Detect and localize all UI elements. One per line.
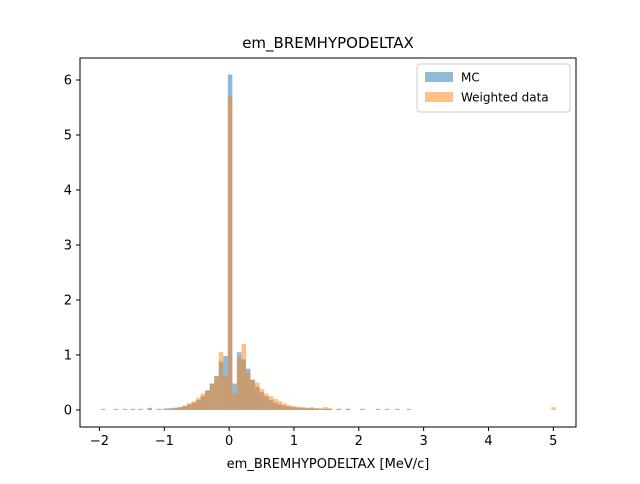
bar-series-1-bin-33 [309,407,315,410]
bar-series-1-bin-40 [551,407,556,410]
bar-series-1-bin-10 [205,390,210,410]
bar-series-0-bin-4 [138,408,143,410]
legend-label-1: Weighted data [461,91,549,105]
bar-series-1-bin-26 [277,401,283,410]
bar-series-0-bin-47 [375,408,381,410]
bar-series-1-bin-29 [291,406,296,410]
y-tick-label: 5 [64,128,72,143]
bar-series-1-bin-28 [286,405,292,410]
bar-series-1-bin-20 [250,379,256,410]
bar-series-1-bin-12 [214,376,219,410]
x-tick-label: 1 [290,434,298,449]
y-tick-label: 6 [64,73,72,88]
bar-series-1-bin-25 [273,398,278,410]
legend-box [416,63,571,113]
bar-series-1-bin-24 [268,396,274,410]
x-tick-label: −2 [90,434,109,449]
x-tick-label: 5 [549,434,557,449]
bar-series-1-bin-21 [255,382,260,410]
plot-frame [79,57,577,428]
bar-series-1-bin-1 [161,408,166,410]
bar-series-1-bin-0 [147,407,152,410]
bar-series-0-bin-6 [156,408,162,410]
bar-series-0-bin-50 [406,408,412,410]
y-tick-label: 2 [64,293,72,308]
bar-series-1-bin-19 [245,372,251,410]
bar-series-1-bin-36 [323,407,328,410]
x-tick-label: 3 [419,434,427,449]
bar-series-1-bin-14 [223,375,228,410]
legend-label-0: MC [461,71,480,85]
bar-series-1-bin-2 [168,408,174,410]
bar-series-1-bin-17 [236,357,242,410]
y-tick-label: 3 [64,238,72,253]
bar-series-1-bin-4 [177,407,183,410]
bar-series-1-bin-38 [336,408,342,410]
bar-series-1-bin-8 [196,397,201,410]
x-axis: −2 −1 0 1 2 3 4 5 [90,427,557,449]
bar-series-1-bin-30 [295,406,301,410]
bar-series-1-bin-3 [173,407,178,410]
bar-series-1-bin-13 [218,352,224,410]
bar-series-0-bin-3 [130,408,136,410]
bar-series-0-bin-7 [164,408,169,410]
legend: MC Weighted data [416,63,571,113]
x-tick-label: −1 [155,434,174,449]
bar-series-1-bin-11 [209,383,215,410]
bar-series-1-bin-32 [304,407,310,410]
x-axis-label: em_BREMHYPODELTAX [MeV/c] [227,457,430,472]
bar-series-1-bin-39 [345,408,351,410]
bar-series-1-bin-35 [318,408,324,410]
y-axis: 0 1 2 3 4 5 6 [64,73,80,418]
bar-series-1-bin-15 [227,96,233,410]
chart-title: em_BREMHYPODELTAX [242,34,414,53]
bar-series-1-bin-6 [186,403,192,410]
x-tick-label: 2 [355,434,363,449]
bar-series-1-bin-27 [282,403,287,410]
bar-series-1-bin-23 [264,393,269,410]
bar-series-1-bin-37 [327,408,333,410]
legend-swatch-0 [425,72,453,82]
bar-series-0-bin-48 [384,408,390,410]
bar-series-1-bin-16 [232,393,237,410]
y-tick-label: 0 [64,403,72,418]
bar-series-1-bin-9 [200,393,206,410]
bar-series-0-bin-1 [113,408,119,410]
bar-series-0-bin-2 [122,408,128,410]
bar-series-1-bin-31 [300,407,305,410]
bar-series-1-bin-34 [314,408,319,410]
bar-series-1-bin-18 [241,343,246,410]
bar-series-0-bin-46 [360,408,365,410]
x-tick-label: 4 [484,434,492,449]
bar-series-0-bin-49 [395,408,400,410]
bar-series-1-bin-5 [182,405,187,410]
x-tick-label: 0 [225,434,233,449]
bar-series-1-bin-22 [259,389,265,410]
bar-series-1-bin-7 [191,401,197,410]
y-tick-label: 4 [64,183,72,198]
bar-series-0-bin-0 [100,408,106,410]
legend-swatch-1 [425,92,453,102]
y-tick-label: 1 [64,348,72,363]
bars-layer [100,74,556,410]
